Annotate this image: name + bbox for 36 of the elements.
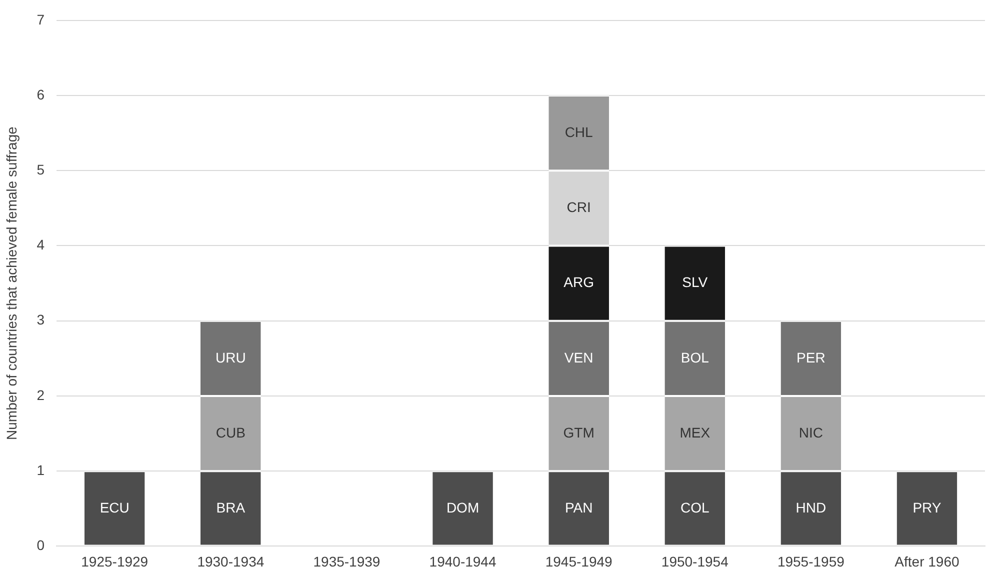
x-tick-label: 1930-1934 [197, 553, 264, 570]
data-label: BOL [680, 349, 710, 366]
x-tick-label: 1955-1959 [777, 553, 845, 570]
y-axis-title: Number of countries that achieved female suffrage [3, 126, 20, 440]
x-tick-label: 1950-1954 [661, 553, 729, 570]
data-label: SLV [682, 274, 708, 290]
x-tick-label: 1925-1929 [81, 553, 148, 570]
data-label: HND [796, 499, 826, 516]
data-label: DOM [446, 499, 480, 516]
data-label: ECU [100, 499, 130, 516]
data-label: NIC [798, 424, 823, 440]
data-label: PAN [564, 499, 593, 516]
x-tick-label: After 1960 [894, 553, 960, 570]
data-label: PRY [912, 499, 942, 516]
y-tick-label: 1 [36, 462, 45, 478]
x-tick-label: 1940-1944 [429, 553, 496, 570]
y-tick-label: 4 [36, 236, 45, 253]
x-tick-label: 1935-1939 [313, 553, 380, 570]
data-label: ARG [564, 274, 594, 290]
data-label: COL [680, 499, 710, 516]
y-tick-label: 2 [36, 386, 45, 403]
data-label: MEX [680, 424, 711, 440]
data-label: BRA [216, 499, 246, 516]
data-label: CRI [566, 199, 591, 216]
data-label: CHL [564, 124, 594, 140]
y-tick-label: 0 [36, 537, 45, 554]
y-tick-label: 7 [36, 11, 45, 28]
data-label: VEN [564, 349, 594, 366]
y-tick-label: 3 [36, 312, 45, 328]
y-tick-label: 6 [36, 86, 45, 102]
y-tick-label: 5 [36, 161, 45, 178]
data-label: GTM [563, 424, 594, 440]
data-label: CUB [216, 424, 246, 440]
data-label: PER [796, 349, 826, 366]
data-label: URU [215, 349, 246, 366]
x-tick-label: 1945-1949 [545, 553, 613, 570]
